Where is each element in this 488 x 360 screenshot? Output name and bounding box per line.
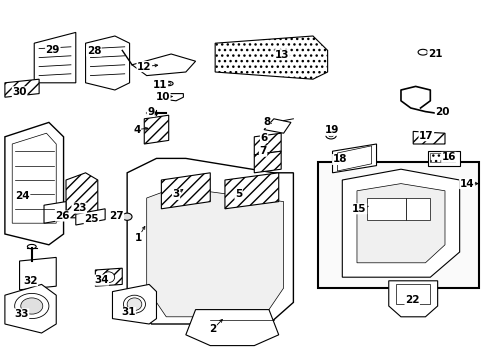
Polygon shape	[5, 122, 63, 245]
Polygon shape	[412, 131, 444, 144]
Text: 8: 8	[263, 117, 269, 127]
Polygon shape	[85, 36, 129, 90]
Polygon shape	[332, 144, 376, 173]
Polygon shape	[112, 284, 156, 324]
Text: 2: 2	[209, 324, 216, 334]
Ellipse shape	[164, 81, 173, 86]
Text: 29: 29	[45, 45, 60, 55]
Polygon shape	[161, 173, 210, 209]
Text: 31: 31	[121, 307, 135, 318]
Ellipse shape	[325, 131, 336, 139]
Text: 9: 9	[147, 107, 154, 117]
Polygon shape	[144, 115, 168, 144]
Text: 7: 7	[259, 146, 266, 156]
Polygon shape	[224, 173, 278, 209]
Text: 25: 25	[84, 214, 99, 224]
Text: 33: 33	[14, 309, 29, 319]
Polygon shape	[356, 184, 444, 263]
Polygon shape	[388, 281, 437, 317]
Text: 27: 27	[109, 211, 123, 221]
Polygon shape	[76, 209, 105, 225]
Text: 12: 12	[137, 62, 151, 72]
Polygon shape	[5, 284, 56, 333]
Text: 19: 19	[324, 125, 338, 135]
Text: 3: 3	[172, 189, 179, 199]
FancyBboxPatch shape	[366, 198, 405, 220]
Polygon shape	[264, 119, 290, 133]
Polygon shape	[337, 146, 371, 171]
Ellipse shape	[20, 298, 43, 314]
Polygon shape	[20, 257, 56, 290]
Text: 18: 18	[332, 154, 346, 165]
Polygon shape	[12, 133, 56, 223]
Ellipse shape	[15, 293, 49, 319]
FancyBboxPatch shape	[429, 153, 454, 162]
Polygon shape	[127, 158, 293, 324]
Text: 14: 14	[459, 179, 473, 189]
Text: 24: 24	[15, 191, 30, 201]
Text: 30: 30	[12, 87, 27, 97]
Ellipse shape	[328, 133, 333, 137]
FancyBboxPatch shape	[405, 198, 429, 220]
Text: 21: 21	[427, 49, 442, 59]
Text: 34: 34	[94, 275, 108, 285]
Text: 22: 22	[404, 294, 419, 305]
Text: 17: 17	[418, 131, 433, 141]
Polygon shape	[161, 94, 183, 101]
Polygon shape	[254, 133, 281, 155]
Text: 13: 13	[274, 50, 289, 60]
Polygon shape	[5, 79, 39, 97]
Text: 20: 20	[434, 107, 449, 117]
Polygon shape	[427, 151, 459, 166]
Polygon shape	[395, 284, 429, 304]
Ellipse shape	[166, 82, 171, 85]
Ellipse shape	[417, 49, 427, 55]
Text: 1: 1	[135, 233, 142, 243]
Text: 15: 15	[351, 204, 366, 214]
Polygon shape	[317, 162, 478, 288]
Polygon shape	[132, 54, 195, 76]
Ellipse shape	[102, 272, 114, 283]
Text: 6: 6	[260, 132, 267, 143]
Ellipse shape	[127, 298, 142, 310]
Text: 32: 32	[23, 276, 38, 286]
Text: 16: 16	[441, 152, 455, 162]
Text: 26: 26	[55, 211, 70, 221]
Ellipse shape	[27, 244, 36, 249]
Polygon shape	[34, 32, 76, 83]
Text: 10: 10	[155, 92, 170, 102]
Polygon shape	[254, 151, 281, 173]
Text: 23: 23	[72, 203, 86, 213]
Polygon shape	[342, 169, 459, 277]
Polygon shape	[66, 173, 98, 218]
Text: 4: 4	[133, 125, 141, 135]
Text: 11: 11	[153, 80, 167, 90]
Ellipse shape	[426, 51, 431, 54]
Ellipse shape	[123, 295, 145, 313]
Ellipse shape	[122, 213, 132, 220]
Polygon shape	[185, 310, 278, 346]
Polygon shape	[44, 202, 66, 223]
Polygon shape	[95, 268, 122, 286]
Text: 28: 28	[86, 46, 101, 56]
Ellipse shape	[150, 112, 157, 115]
Ellipse shape	[116, 212, 123, 217]
Polygon shape	[146, 187, 283, 317]
Text: 5: 5	[235, 189, 242, 199]
Polygon shape	[215, 36, 327, 79]
